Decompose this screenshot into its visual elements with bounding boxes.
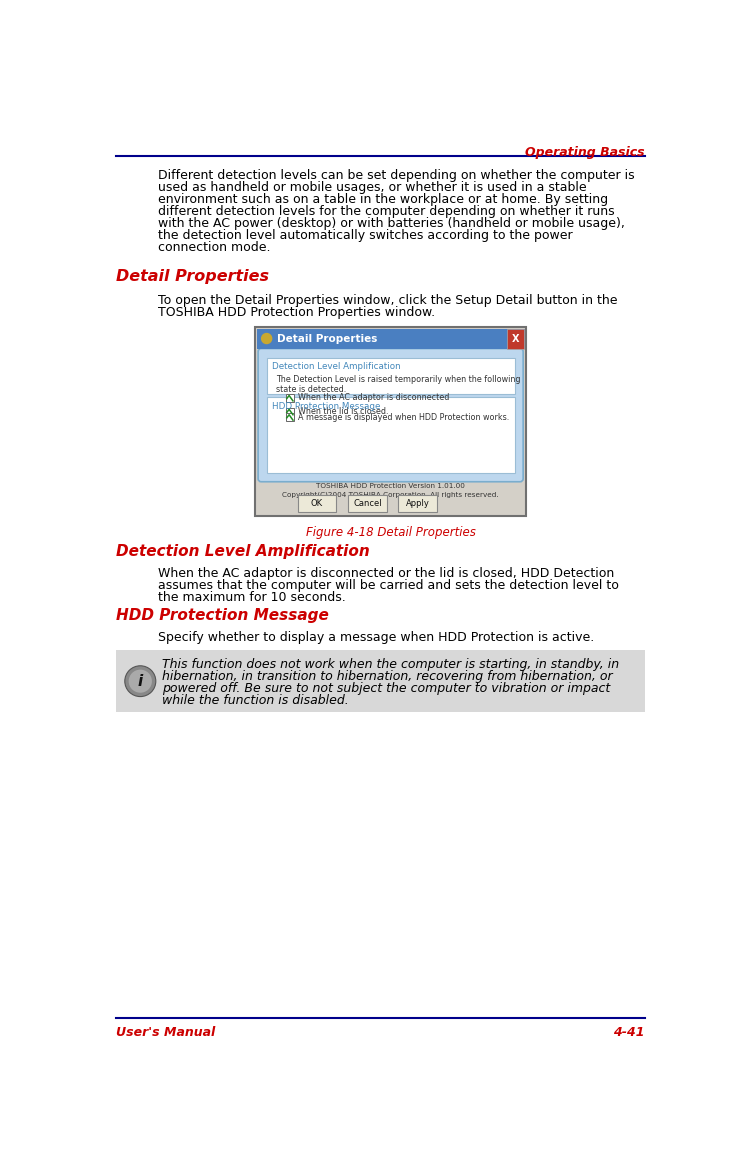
FancyBboxPatch shape [399, 495, 437, 512]
Text: Detection Level Amplification: Detection Level Amplification [272, 362, 401, 372]
Text: When the lid is closed.: When the lid is closed. [297, 407, 388, 416]
Text: powered off. Be sure to not subject the computer to vibration or impact: powered off. Be sure to not subject the … [162, 682, 610, 695]
Text: Copyright(C)2004 TOSHIBA Corporation. All rights reserved.: Copyright(C)2004 TOSHIBA Corporation. Al… [283, 492, 499, 498]
Text: environment such as on a table in the workplace or at home. By setting: environment such as on a table in the wo… [158, 193, 608, 206]
Text: 4-41: 4-41 [613, 1027, 645, 1040]
Text: HDD Protection Message: HDD Protection Message [116, 608, 328, 624]
FancyBboxPatch shape [258, 348, 523, 482]
Bar [116, 650, 645, 711]
Text: Apply: Apply [406, 499, 430, 507]
Text: Detection Level Amplification: Detection Level Amplification [116, 544, 369, 559]
Text: This function does not work when the computer is starting, in standby, in: This function does not work when the com… [162, 659, 619, 672]
Text: TOSHIBA HDD Protection Version 1.01.00: TOSHIBA HDD Protection Version 1.01.00 [316, 483, 465, 489]
Text: A message is displayed when HDD Protection works.: A message is displayed when HDD Protecti… [297, 413, 509, 422]
Text: Different detection levels can be set depending on whether the computer is: Different detection levels can be set de… [158, 169, 635, 182]
Text: Figure 4-18 Detail Properties: Figure 4-18 Detail Properties [306, 525, 475, 539]
Text: hibernation, in transition to hibernation, recovering from hibernation, or: hibernation, in transition to hibernatio… [162, 670, 613, 683]
Text: Cancel: Cancel [353, 499, 382, 507]
Circle shape [125, 666, 156, 696]
Text: i: i [138, 674, 143, 689]
Circle shape [261, 334, 272, 343]
Text: while the function is disabled.: while the function is disabled. [162, 694, 349, 707]
Bar [286, 414, 294, 421]
Bar [257, 328, 525, 348]
Text: To open the Detail Properties window, click the Setup Detail button in the: To open the Detail Properties window, cl… [158, 294, 618, 307]
Bar [266, 357, 514, 394]
Text: Detail Properties: Detail Properties [277, 334, 377, 343]
Bar [266, 397, 514, 473]
Text: OK: OK [311, 499, 323, 507]
Text: with the AC power (desktop) or with batteries (handheld or mobile usage),: with the AC power (desktop) or with batt… [158, 217, 625, 230]
FancyBboxPatch shape [348, 495, 387, 512]
Text: state is detected.: state is detected. [276, 384, 346, 394]
Text: X: X [511, 334, 519, 343]
Text: the maximum for 10 seconds.: the maximum for 10 seconds. [158, 591, 346, 604]
Bar [286, 394, 294, 402]
Text: used as handheld or mobile usages, or whether it is used in a stable: used as handheld or mobile usages, or wh… [158, 180, 587, 195]
FancyBboxPatch shape [297, 495, 337, 512]
FancyBboxPatch shape [507, 328, 524, 348]
Bar [286, 408, 294, 416]
Text: Detail Properties: Detail Properties [116, 270, 269, 285]
Circle shape [128, 669, 152, 693]
Text: Operating Basics: Operating Basics [525, 146, 645, 159]
Text: connection mode.: connection mode. [158, 240, 271, 254]
Text: different detection levels for the computer depending on whether it runs: different detection levels for the compu… [158, 205, 615, 218]
Text: The Detection Level is raised temporarily when the following: The Detection Level is raised temporaril… [276, 375, 520, 383]
Text: When the AC adaptor is disconnected or the lid is closed, HDD Detection: When the AC adaptor is disconnected or t… [158, 567, 614, 580]
Text: User's Manual: User's Manual [116, 1027, 215, 1040]
Text: assumes that the computer will be carried and sets the detection level to: assumes that the computer will be carrie… [158, 579, 619, 592]
FancyBboxPatch shape [255, 327, 526, 516]
Text: the detection level automatically switches according to the power: the detection level automatically switch… [158, 229, 573, 241]
Text: Specify whether to display a message when HDD Protection is active.: Specify whether to display a message whe… [158, 632, 594, 645]
Text: TOSHIBA HDD Protection Properties window.: TOSHIBA HDD Protection Properties window… [158, 306, 435, 319]
Text: When the AC adaptor is disconnected: When the AC adaptor is disconnected [297, 394, 449, 402]
Text: HDD Protection Message: HDD Protection Message [272, 402, 380, 410]
